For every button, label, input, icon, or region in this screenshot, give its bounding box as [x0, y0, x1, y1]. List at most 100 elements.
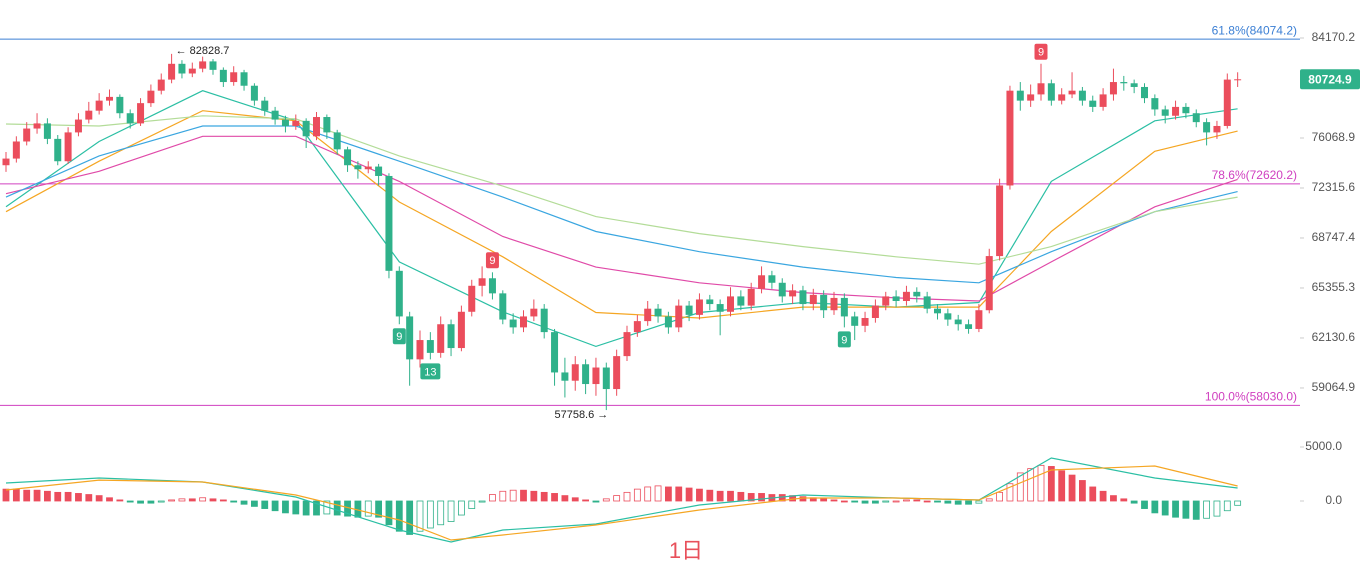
moving-average-line — [5, 125, 1238, 284]
candle-body — [1089, 100, 1097, 107]
candle-body — [954, 319, 962, 325]
level-label: 61.8%(84074.2) — [1212, 23, 1297, 37]
macd-bar — [364, 500, 372, 517]
y-tick-label: 62130.6 — [1312, 330, 1356, 344]
macd-bar — [530, 490, 538, 502]
macd-bar — [178, 498, 186, 502]
candle-body — [375, 166, 383, 176]
candle-body — [520, 316, 527, 328]
macd-bar — [333, 500, 341, 516]
candle-body — [364, 166, 372, 170]
candle-body — [499, 293, 507, 320]
candle-body — [820, 294, 828, 311]
macd-bar — [954, 500, 962, 505]
candle-body — [416, 340, 424, 360]
macd-bar — [447, 500, 455, 522]
candle-body — [840, 297, 848, 317]
candle-body — [1068, 90, 1076, 95]
macd-bar — [1223, 500, 1231, 512]
macd-bar — [250, 500, 258, 507]
candle-body — [447, 324, 455, 349]
macd-bar — [147, 500, 155, 504]
macd-bar — [509, 489, 517, 502]
macd-bar — [861, 500, 869, 504]
candle-body — [1006, 90, 1014, 186]
macd-bar — [1213, 500, 1221, 517]
candle-body — [178, 63, 186, 74]
candle-body — [323, 117, 331, 133]
macd-bar — [478, 500, 486, 503]
candle-body — [209, 61, 217, 70]
macd-bar — [685, 487, 693, 502]
macd-bar — [665, 486, 672, 502]
candle-body — [1161, 109, 1169, 116]
candle-body — [74, 119, 82, 133]
candle-body — [64, 132, 72, 162]
candle-body — [851, 316, 859, 326]
td-marker-label: 9 — [841, 334, 847, 346]
candle-body — [758, 275, 766, 289]
candle-body — [1234, 79, 1242, 81]
td-marker-label: 13 — [424, 366, 436, 378]
candle-body — [261, 100, 269, 111]
candle-body — [23, 128, 31, 142]
macd-bar — [1110, 495, 1117, 502]
macd-bar — [1234, 500, 1242, 506]
macd-bar — [292, 500, 300, 515]
candle-body — [1141, 86, 1148, 99]
candle-body — [1037, 83, 1045, 95]
candle-body — [592, 367, 600, 385]
candle-body — [33, 123, 41, 129]
candle-body — [768, 275, 776, 283]
macd-bar — [1068, 474, 1076, 502]
candle-body — [1027, 94, 1035, 101]
macd-bar — [199, 497, 207, 502]
candle-body — [633, 321, 641, 333]
candle-body — [157, 79, 165, 91]
candle-body — [1130, 83, 1138, 87]
macd-bar — [1192, 500, 1200, 520]
candle-body — [985, 256, 993, 311]
candle-body — [799, 290, 807, 305]
candle-body — [882, 296, 890, 306]
macd-bar — [1099, 490, 1107, 502]
macd-bar — [33, 489, 41, 502]
candle-body — [281, 119, 289, 126]
macd-bar — [830, 499, 838, 502]
macd-bar — [985, 498, 993, 502]
macd-bar — [313, 500, 320, 516]
candle-body — [271, 110, 279, 120]
candle-body — [1099, 94, 1107, 107]
candle-body — [147, 90, 155, 104]
macd-bar — [540, 491, 548, 502]
macd-bar — [126, 500, 134, 503]
candle-body — [344, 149, 352, 166]
macd-bar — [219, 499, 227, 502]
candle-body — [1058, 94, 1066, 101]
y-tick-label: 65355.3 — [1312, 280, 1356, 294]
macd-line — [5, 465, 1238, 541]
candle-body — [1223, 79, 1231, 126]
macd-bar — [1161, 500, 1169, 516]
macd-bar — [727, 490, 734, 502]
macd-bar — [1203, 500, 1210, 519]
macd-bar — [996, 491, 1003, 502]
macd-bar — [64, 491, 72, 502]
macd-bar — [1151, 500, 1159, 514]
candle-body — [85, 110, 93, 120]
candle-body — [354, 165, 362, 170]
candle-body — [95, 100, 103, 111]
macd-bar — [188, 498, 196, 502]
candle-body — [892, 296, 900, 301]
macd-bar — [499, 490, 507, 502]
candle-body — [1151, 98, 1159, 110]
candle-body — [43, 123, 51, 139]
macd-bar — [644, 486, 652, 502]
macd-bar — [623, 491, 631, 502]
macd-bar — [1130, 500, 1138, 504]
macd-bar — [282, 500, 289, 514]
candle-body — [168, 63, 176, 80]
moving-average-line — [5, 90, 1238, 348]
moving-average-line — [5, 135, 1238, 302]
